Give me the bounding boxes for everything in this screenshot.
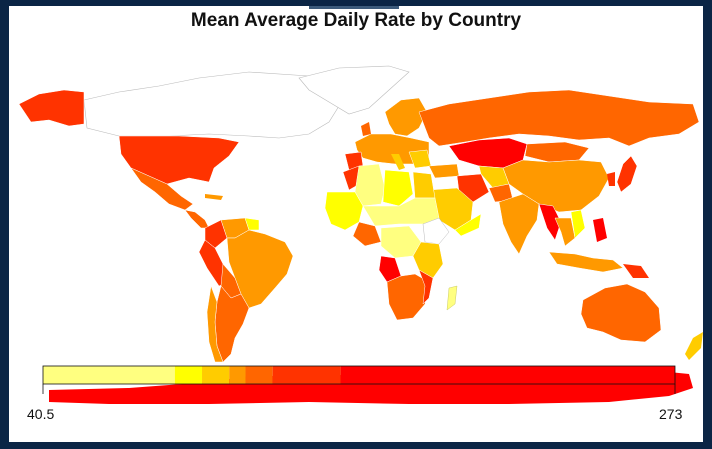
chart-title: Mean Average Daily Rate by Country [190,10,522,31]
legend-band-5 [272,366,341,384]
region-balkans [408,149,432,169]
region-madagascar [446,285,458,311]
region-japan [616,155,638,193]
region-papua-new-guinea [623,264,649,278]
region-russia [418,89,700,147]
region-mozambique [418,269,434,305]
region-central-america [184,209,210,229]
region-new-zealand [685,332,703,360]
region-egypt [412,171,436,199]
region-alaska [18,89,85,127]
legend-min-label: 40.5 [27,406,55,422]
legend-band-0 [43,366,175,384]
region-ethiopia [422,217,450,245]
legend-band-1 [174,366,203,384]
region-turkey [428,163,460,179]
region-guiana [244,217,260,231]
region-nigeria [352,221,382,247]
region-philippines [593,218,607,242]
color-legend [43,366,675,384]
region-southern-africa [386,273,430,321]
region-chile [206,285,224,363]
legend-band-3 [229,366,246,384]
region-australia [580,283,662,343]
frame-tab [309,6,399,9]
region-caribbean [205,194,223,200]
region-mongolia [524,141,590,163]
region-indonesia [548,251,624,273]
region-scandinavia [384,97,428,137]
region-yemen-oman [454,213,482,237]
legend-band-4 [245,366,273,384]
legend-border [42,365,676,385]
region-myanmar [538,203,562,241]
region-korea [607,172,615,186]
region-uk [361,122,371,136]
region-italy [391,154,405,170]
region-libya [382,169,414,207]
legend-band-2 [202,366,230,384]
region-india [498,193,540,255]
world-map [18,65,703,404]
legend-band-6 [340,366,675,384]
region-west-africa [324,191,364,231]
region-vietnam [570,209,586,239]
chart-frame: Mean Average Daily Rate by Country [9,6,703,442]
legend-max-label: 273 [659,406,683,422]
region-colombia [204,219,228,249]
region-greenland [298,65,410,115]
region-thailand [554,217,576,247]
region-canada [83,71,340,139]
